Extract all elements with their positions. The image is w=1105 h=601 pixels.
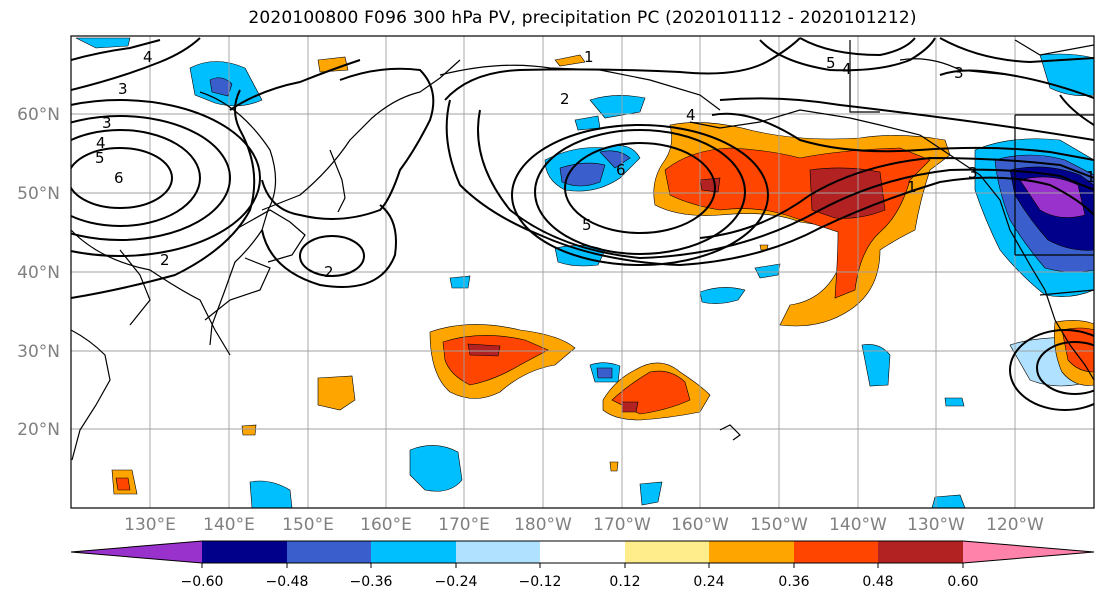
lat-label: 60°N: [17, 105, 60, 125]
contour-label: 4: [143, 48, 153, 66]
contour-label: 5: [582, 216, 592, 234]
contour-label: 1: [584, 48, 594, 66]
lon-label: 130°W: [907, 515, 965, 535]
latitude-labels: 60°N 50°N 40°N 30°N 20°N: [17, 105, 60, 440]
contour-label: 1: [907, 178, 917, 196]
lat-label: 50°N: [17, 184, 60, 204]
lat-label: 30°N: [17, 342, 60, 362]
lon-label: 150°E: [282, 515, 334, 535]
colorbar-segment: [202, 541, 287, 563]
positive-precip-shading: [111, 54, 1094, 495]
contour-label: 3: [968, 164, 978, 182]
contour-label: 2: [560, 90, 570, 108]
lat-label: 40°N: [17, 263, 60, 283]
lon-label: 170°W: [593, 515, 651, 535]
contour-label: 6: [114, 169, 124, 187]
colorbar-tick-label: −0.48: [266, 574, 309, 590]
colorbar-tick-label: 0.36: [778, 574, 809, 590]
colorbar-segment: [540, 541, 625, 563]
colorbar-tick-label: 0.48: [862, 574, 893, 590]
lon-label: 140°E: [203, 515, 255, 535]
lon-label: 160°W: [671, 515, 729, 535]
colorbar-segment: [371, 541, 456, 563]
colorbar-tick-label: 0.12: [609, 574, 640, 590]
contour-label: 3: [118, 80, 128, 98]
colorbar: [70, 540, 1095, 568]
colorbar-tick-label: 0.60: [947, 574, 978, 590]
map-plot-area: 1 2 2 2 3 3 3 4 4 4 4 5 5 5 6 6 1 1 3: [71, 36, 1096, 508]
lon-label: 150°W: [750, 515, 808, 535]
lon-label: 120°W: [986, 515, 1044, 535]
colorbar-tick-label: −0.36: [350, 574, 393, 590]
contour-label: 5: [95, 149, 105, 167]
pv-contours: [71, 37, 1094, 411]
colorbar-segment: [794, 541, 878, 563]
colorbar-segment: [71, 541, 202, 563]
colorbar-tick-label: −0.12: [519, 574, 562, 590]
lon-label: 180°W: [514, 515, 572, 535]
colorbar-segment: [963, 541, 1094, 563]
colorbar-segment: [709, 541, 794, 563]
contour-label: 5: [826, 54, 836, 72]
lon-label: 170°E: [438, 515, 490, 535]
contour-label: 2: [160, 251, 170, 269]
colorbar-segment: [456, 541, 540, 563]
colorbar-segment: [878, 541, 963, 563]
contour-label: 6: [616, 161, 626, 179]
gridlines: [71, 36, 1094, 508]
lon-label: 130°E: [124, 515, 176, 535]
contour-label: 2: [324, 263, 334, 281]
contour-label: 3: [102, 114, 112, 132]
colorbar-segment: [625, 541, 709, 563]
lat-label: 20°N: [17, 420, 60, 440]
map-title: 2020100800 F096 300 hPa PV, precipitatio…: [248, 8, 917, 28]
colorbar-tick-label: −0.60: [181, 574, 224, 590]
colorbar-segment: [287, 541, 371, 563]
colorbar-ticks: −0.60 −0.48 −0.36 −0.24 −0.12 0.12 0.24 …: [181, 574, 979, 590]
lon-label: 140°W: [829, 515, 887, 535]
contour-label: 4: [96, 134, 106, 152]
contour-label: 4: [842, 60, 852, 78]
colorbar-tick-label: 0.24: [693, 574, 724, 590]
map-frame: [70, 35, 1095, 509]
contour-labels: 1 2 2 2 3 3 3 4 4 4 4 5 5 5 6 6 1 1 3: [95, 48, 1096, 281]
contour-label: 1: [1086, 168, 1096, 186]
contour-label: 4: [686, 106, 696, 124]
longitude-labels: 130°E 140°E 150°E 160°E 170°E 180°W 170°…: [124, 515, 1044, 535]
coastlines: [71, 39, 1094, 461]
colorbar-tick-label: −0.24: [435, 574, 478, 590]
contour-label: 3: [954, 64, 964, 82]
lon-label: 160°E: [360, 515, 412, 535]
